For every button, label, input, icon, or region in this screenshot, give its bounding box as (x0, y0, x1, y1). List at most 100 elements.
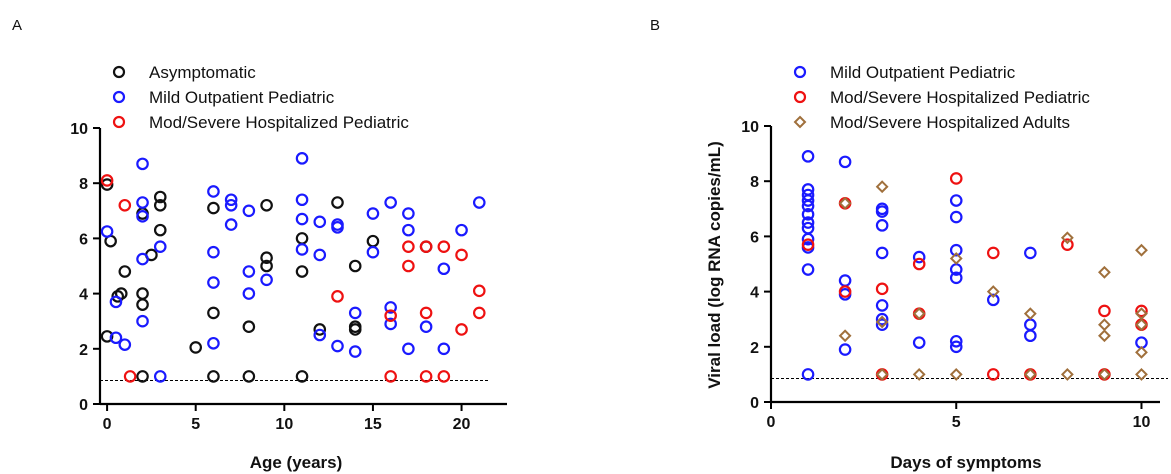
panel-a-point-series-1 (100, 225, 114, 238)
panel-b-legend-marker-1 (793, 90, 807, 104)
panel-b-y-tick-label: 8 (750, 174, 759, 191)
panel-a-point-series-0 (260, 198, 273, 212)
panel-a-point-series-1 (136, 196, 149, 209)
panel-b-point-series-1 (1061, 238, 1074, 251)
panel-a-x-tick-label: 15 (364, 416, 382, 433)
panel-b-point-series-0 (801, 150, 815, 163)
panel-a-point-series-1 (118, 338, 132, 351)
panel-a-point-series-1 (437, 342, 451, 356)
panel-a-point-series-1 (242, 204, 256, 218)
panel-a-point-series-2 (384, 309, 397, 322)
panel-a-point-series-1 (136, 210, 149, 223)
panel-a-point-series-1 (455, 223, 468, 237)
panel-b-point-series-0 (949, 271, 963, 285)
panel-b-axes (769, 126, 1168, 404)
panel-a-point-series-0 (136, 370, 149, 383)
panel-a-point-series-2 (384, 370, 397, 383)
panel-b-point-series-0 (875, 205, 889, 218)
panel-a-point-series-0 (242, 370, 256, 383)
panel-a-point-series-0 (100, 330, 114, 343)
panel-a-point-series-2 (455, 323, 468, 336)
panel-b-y-tick-label: 6 (750, 229, 759, 246)
panel-a-point-series-0 (295, 370, 309, 383)
panel-a-point-series-1 (384, 301, 397, 314)
panel-b-point-series-2 (1098, 318, 1111, 332)
panel-a-point-series-1 (402, 207, 415, 220)
panel-a-point-series-2 (419, 240, 433, 253)
panel-b-point-series-2 (838, 196, 852, 210)
panel-b-point-series-2 (1098, 265, 1111, 279)
panel-b-point-series-2 (1135, 345, 1148, 359)
panel-b-point-series-1 (875, 282, 889, 296)
panel-a-point-series-1 (313, 328, 327, 342)
panel-b-point-series-2 (949, 252, 963, 265)
panel-a-point-series-1 (295, 152, 309, 165)
panel-a-point-series-1 (109, 331, 123, 345)
panel-a-y-tick-label: 0 (79, 397, 88, 414)
panel-a-point-series-0 (207, 370, 220, 383)
panel-a-point-series-0 (189, 341, 203, 354)
panel-b-point-series-0 (801, 199, 815, 213)
panel-b-legend-label-0: Mild Outpatient Pediatric (830, 63, 1016, 82)
panel-b-point-series-2 (912, 367, 926, 381)
panel-a-point-series-1 (472, 196, 486, 209)
panel-a-point-series-1 (348, 345, 362, 358)
panel-b-point-series-2 (1135, 243, 1148, 257)
panel-a-legend-label-2: Mod/Severe Hospitalized Pediatric (149, 113, 409, 132)
panel-a-point-series-0 (153, 198, 167, 212)
panel-b-point-series-0 (949, 243, 963, 257)
panel-b-legend: Mild Outpatient Pediatric Mod/Severe Hosp… (793, 63, 1090, 132)
panel-a-y-tick-label: 8 (79, 176, 88, 193)
panel-a-y-tick-label: 2 (79, 342, 88, 359)
panel-b-point-series-0 (875, 299, 889, 312)
panel-a-point-series-1 (153, 370, 167, 383)
panel-b-point-series-1 (1135, 304, 1148, 318)
panel-b-point-series-2 (1098, 367, 1111, 381)
panel-a-ticks: 0 5 10 15 20 0 2 4 6 8 10 (70, 121, 470, 433)
panel-a-legend-marker-1 (112, 90, 126, 104)
panel-a-point-series-0 (153, 190, 167, 204)
panel-a-point-series-1 (331, 221, 344, 234)
panel-a-legend-marker-0 (112, 65, 126, 79)
panel-b-y-tick-label: 4 (750, 285, 759, 302)
panel-a-point-series-1 (224, 193, 238, 207)
panel-b-point-series-2 (1135, 318, 1148, 332)
panel-a-point-series-0 (136, 287, 149, 300)
panel-a-point-series-0 (260, 251, 273, 265)
panel-b-points (801, 150, 1148, 381)
panel-a-point-series-1 (136, 157, 149, 171)
panel-b-ticks: 0 5 10 0 2 4 6 8 10 (741, 119, 1150, 431)
panel-b-point-series-0 (986, 293, 1000, 307)
panel-a-point-series-2 (331, 290, 344, 303)
panel-b-point-series-0 (838, 274, 852, 287)
panel-a-point-series-2 (437, 370, 451, 383)
panel-a-point-series-1 (153, 240, 167, 253)
panel-a-point-series-1 (402, 342, 415, 356)
panel-b-point-series-2 (875, 367, 889, 381)
panel-b-point-series-0 (949, 334, 963, 348)
panel-a-letter: A (12, 17, 22, 34)
panel-b-point-series-0 (801, 194, 815, 207)
panel-b-x-axis-title: Days of symptoms (890, 453, 1041, 472)
panel-a-point-series-1 (224, 198, 238, 212)
panel-b-point-series-0 (875, 318, 889, 332)
panel-b-y-tick-label: 2 (750, 340, 759, 357)
panel-a-point-series-0 (260, 259, 273, 273)
panel-b-point-series-0 (801, 368, 815, 381)
panel-b-legend-label-2: Mod/Severe Hospitalized Adults (830, 113, 1070, 132)
panel-b-point-series-0 (912, 336, 926, 349)
panel-b-point-series-1 (838, 285, 852, 298)
panel-a-point-series-1 (384, 196, 397, 209)
panel-a-point-series-1 (224, 218, 238, 231)
panel-a-point-series-1 (242, 287, 256, 300)
panel-b-point-series-1 (801, 238, 815, 251)
panel-b-letter: B (650, 17, 660, 34)
panel-a-point-series-1 (295, 212, 309, 226)
panel-a-point-series-2 (402, 240, 415, 253)
panel-b-point-series-0 (949, 210, 963, 224)
panel-a-point-series-1 (207, 185, 220, 198)
panel-a-point-series-2 (437, 240, 451, 253)
panel-b-point-series-0 (801, 232, 815, 246)
panel-a-x-tick-label: 10 (275, 416, 293, 433)
